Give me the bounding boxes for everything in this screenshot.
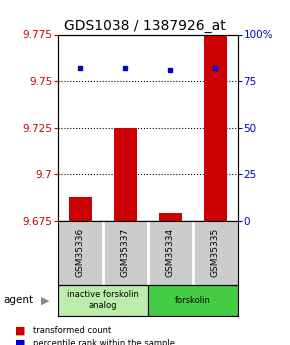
Text: GSM35336: GSM35336: [76, 228, 85, 277]
Text: GSM35335: GSM35335: [211, 228, 220, 277]
Text: agent: agent: [3, 295, 33, 305]
Text: GSM35334: GSM35334: [166, 228, 175, 277]
Text: ■: ■: [14, 338, 25, 345]
Bar: [69, 197, 92, 221]
Text: percentile rank within the sample: percentile rank within the sample: [33, 339, 175, 345]
Bar: [204, 34, 226, 221]
Text: forskolin: forskolin: [175, 296, 211, 305]
Text: ▶: ▶: [41, 295, 49, 305]
Bar: [58, 285, 148, 316]
Bar: [148, 285, 238, 316]
Text: ■: ■: [14, 325, 25, 335]
Text: GDS1038 / 1387926_at: GDS1038 / 1387926_at: [64, 19, 226, 33]
Bar: [114, 128, 137, 221]
Text: inactive forskolin
analog: inactive forskolin analog: [67, 290, 139, 310]
Text: transformed count: transformed count: [33, 326, 112, 335]
Text: GSM35337: GSM35337: [121, 228, 130, 277]
Bar: [159, 213, 182, 221]
